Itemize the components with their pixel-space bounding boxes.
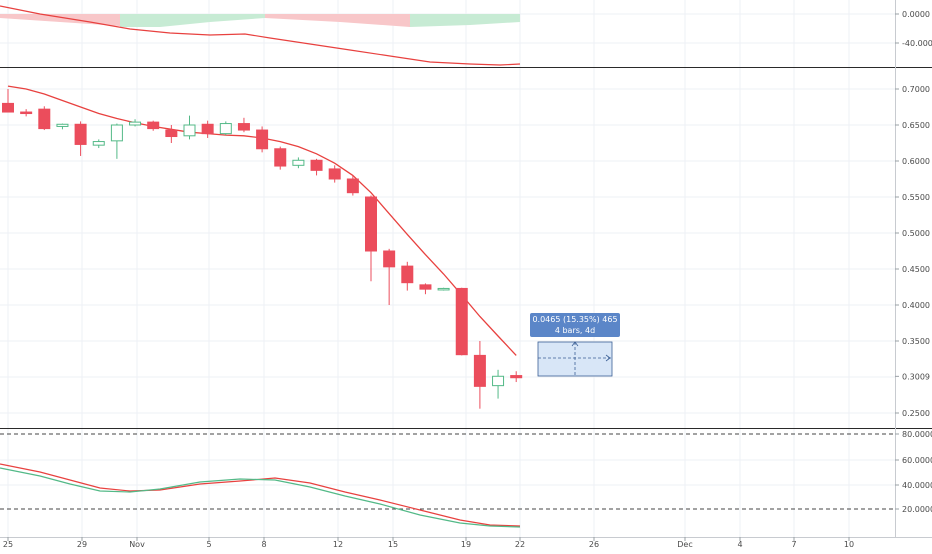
measure-tool[interactable] xyxy=(537,341,613,377)
price-axis-label: 0.3500 xyxy=(902,337,930,346)
top-oscillator-panel xyxy=(0,5,521,66)
candle-body xyxy=(219,123,232,135)
time-axis-label: 12 xyxy=(333,540,343,549)
time-axis[interactable]: 25 29 Nov 5 8 12 15 19 22 26 Dec 4 7 10 xyxy=(3,537,854,549)
candle-body xyxy=(292,159,305,166)
price-axis-label: 20.0000 xyxy=(902,505,932,514)
time-axis-label: Nov xyxy=(129,540,145,549)
measure-tool-change: 0.0465 (15.35%) 465 xyxy=(532,315,618,324)
candle-body xyxy=(437,287,450,291)
time-axis-label: 22 xyxy=(515,540,525,549)
time-axis-label: 29 xyxy=(77,540,87,549)
time-axis-label: 8 xyxy=(261,540,266,549)
candle-body xyxy=(473,354,486,387)
oscillator-area-positive-2 xyxy=(410,14,520,27)
candle-body xyxy=(346,178,359,194)
time-axis-label: 25 xyxy=(3,540,13,549)
price-axis-label: 0.0000 xyxy=(902,10,930,19)
time-axis-label: 10 xyxy=(844,540,854,549)
chart-grid xyxy=(0,0,895,537)
oscillator-area-positive-1 xyxy=(120,14,265,27)
candle-body xyxy=(165,129,178,138)
candle-body xyxy=(110,124,123,142)
candle-body xyxy=(510,375,523,379)
oscillator-area-negative-1 xyxy=(0,14,120,26)
candle-body xyxy=(383,250,396,268)
price-axis-label: 0.5000 xyxy=(902,229,930,238)
price-axis-label: 0.4000 xyxy=(902,301,930,310)
candle-body xyxy=(56,123,69,127)
price-axis-label: 0.3009 xyxy=(902,372,930,381)
candle-body xyxy=(74,123,87,145)
measure-tool-label: 0.0465 (15.35%) 465 4 bars, 4d xyxy=(530,313,620,337)
candle-body xyxy=(92,141,105,146)
price-panel xyxy=(2,85,523,409)
price-axis-label: 60.0000 xyxy=(902,456,932,465)
candle-body xyxy=(310,159,323,171)
bottom-oscillator-panel xyxy=(0,433,895,528)
candle-body xyxy=(237,123,250,131)
candle-body xyxy=(38,108,51,130)
measure-arrow-right-icon xyxy=(605,354,611,362)
candle-body xyxy=(20,111,33,115)
candle-body xyxy=(147,121,160,130)
price-axis-label: 0.6000 xyxy=(902,157,930,166)
candle-body xyxy=(183,124,196,137)
time-axis-label: 5 xyxy=(206,540,211,549)
candle-body xyxy=(328,168,341,180)
time-axis-label: 26 xyxy=(589,540,599,549)
candle-body xyxy=(2,102,14,113)
price-axis-label: 40.0000 xyxy=(902,481,932,490)
candle-body xyxy=(401,265,414,284)
price-axis-label: 0.4500 xyxy=(902,265,930,274)
price-axis-label: 0.6500 xyxy=(902,121,930,130)
measure-tool-bars: 4 bars, 4d xyxy=(554,326,596,335)
candle-body xyxy=(129,121,142,126)
price-axis[interactable]: 0.0000 -40.0000 0.7000 0.6500 0.6000 0.5500 0.… xyxy=(895,10,932,514)
oscillator-signal-line xyxy=(0,5,521,66)
stochastic-k-line xyxy=(0,467,521,528)
time-axis-label: Dec xyxy=(677,540,692,549)
price-axis-label: 80.0000 xyxy=(902,430,932,439)
price-axis-label: 0.7000 xyxy=(902,85,930,94)
oscillator-area-negative-2 xyxy=(265,14,410,27)
measure-arrow-up-icon xyxy=(571,341,579,347)
time-axis-label: 15 xyxy=(388,540,398,549)
time-axis-label: 19 xyxy=(461,540,471,549)
time-axis-label: 4 xyxy=(737,540,742,549)
candle-body xyxy=(201,123,214,135)
price-axis-label: 0.5500 xyxy=(902,193,930,202)
candle-body xyxy=(274,148,287,167)
candle-body xyxy=(419,284,432,290)
candle-body xyxy=(455,287,468,356)
price-axis-label: 0.2500 xyxy=(902,409,930,418)
candles-group xyxy=(2,89,523,409)
time-axis-label: 7 xyxy=(791,540,796,549)
stochastic-d-line xyxy=(0,463,521,527)
candle-body xyxy=(492,375,505,387)
candle-body xyxy=(256,129,269,150)
price-axis-label: -40.0000 xyxy=(902,39,932,48)
candle-body xyxy=(365,196,377,252)
